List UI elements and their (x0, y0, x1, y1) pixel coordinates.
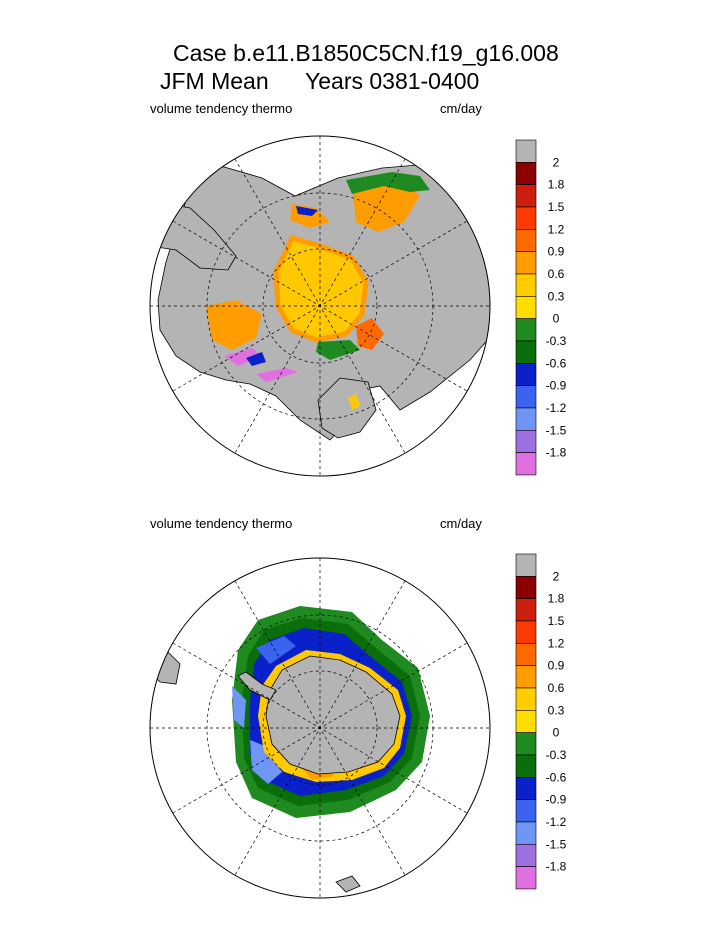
north-ice-margin-west (206, 300, 262, 350)
north-loss-blue-n (296, 206, 318, 216)
north-colorbar-tick-label: 2 (553, 155, 560, 169)
north-graticule (150, 136, 490, 476)
north-colorbar-band (515, 452, 537, 476)
north-colorbar-tick-label: -1.2 (546, 401, 567, 415)
south-colorbar-tick-label: 1.2 (548, 636, 565, 650)
south-colorbar-band (515, 687, 537, 711)
north-colorbar-band (515, 229, 537, 252)
south-colorbar-tick-label: 0 (553, 726, 560, 740)
south-loss-light-blue-sw (232, 686, 246, 728)
north-loss-green-s (316, 340, 360, 360)
south-map-border (149, 557, 491, 899)
south-colorbar-band (515, 732, 537, 756)
south-colorbar-band (515, 754, 537, 778)
south-colorbar-tick-label: -0.9 (546, 793, 567, 807)
south-colorbar-band (515, 598, 537, 622)
south-colorbar-tick-label: -1.5 (546, 837, 567, 851)
case-title: Case b.e11.B1850C5CN.f19_g16.008 (173, 40, 559, 66)
north-colorbar-band (515, 407, 537, 431)
south-colorbar-tick-label: 2 (553, 569, 560, 583)
south-polar-map (149, 557, 491, 899)
south-graticule (150, 558, 490, 898)
north-colorbar-band (515, 162, 537, 185)
north-colorbar-tick-label: -1.5 (546, 423, 567, 437)
north-colorbar-band (515, 318, 537, 342)
north-colorbar-band (515, 139, 537, 163)
north-loss-blue-sw (246, 352, 266, 366)
north-colorbar-band (515, 251, 537, 275)
north-ice-margin-south (356, 318, 384, 350)
south-variable-label: volume tendency thermo (150, 516, 293, 531)
north-colorbar-band (515, 340, 537, 364)
north-colorbar-tick-label: 0.3 (548, 289, 565, 303)
south-colorbar-band (515, 665, 537, 689)
north-polar-map (149, 135, 491, 477)
south-colorbar-tick-label: 0.9 (548, 659, 565, 673)
north-colorbar-tick-label: -0.9 (546, 379, 567, 393)
south-colorbar: 2 1.8 1.5 1.2 0.9 0.6 0.3 0 -0.3 -0.6 -0.9 -1.2 -1.5… (515, 553, 567, 890)
south-colorbar-band (515, 576, 537, 599)
north-colorbar-tick-label: -0.6 (546, 356, 567, 370)
north-colorbar-band (515, 206, 537, 230)
south-colorbar-tick-label: 1.8 (548, 592, 565, 606)
north-colorbar-tick-label: 0.6 (548, 267, 565, 281)
south-colorbar-tick-label: -0.3 (546, 748, 567, 762)
south-colorbar-band (515, 643, 537, 666)
north-colorbar-band (515, 362, 537, 386)
north-colorbar-band (515, 296, 537, 319)
north-colorbar-band (515, 273, 537, 297)
north-units-label: cm/day (440, 101, 482, 116)
years-title: Years 0381-0400 (305, 68, 480, 94)
south-loss-light-blue-nw (256, 636, 296, 664)
north-ice-core (273, 235, 369, 343)
south-colorbar-tick-label: -1.2 (546, 815, 567, 829)
south-loss-light-blue-w (250, 740, 282, 784)
south-colorbar-tick-label: 0.3 (548, 703, 565, 717)
south-colorbar-tick-label: 0.6 (548, 681, 565, 695)
south-colorbar-band (515, 821, 537, 845)
south-land-new-zealand (335, 875, 361, 893)
north-colorbar-band (515, 184, 537, 208)
south-colorbar-band (515, 620, 537, 644)
north-colorbar-tick-label: 0 (553, 312, 560, 326)
north-colorbar-tick-label: 1.8 (548, 178, 565, 192)
north-map-border (149, 135, 491, 477)
north-colorbar-band (515, 429, 537, 453)
season-title: JFM Mean (160, 68, 269, 94)
south-units-label: cm/day (440, 516, 482, 531)
north-colorbar: 2 1.8 1.5 1.2 0.9 0.6 0.3 0 -0.3 -0.6 -0.9 -1.2 -1.5… (515, 139, 567, 476)
south-colorbar-tick-label: -0.6 (546, 770, 567, 784)
north-colorbar-tick-label: -0.3 (546, 334, 567, 348)
south-colorbar-band (515, 843, 537, 867)
south-colorbar-band (515, 866, 537, 890)
south-colorbar-tick-label: -1.8 (546, 860, 567, 874)
south-colorbar-tick-label: 1.5 (548, 614, 565, 628)
south-colorbar-band (515, 776, 537, 800)
north-loss-violet-sw (256, 368, 298, 382)
north-colorbar-tick-label: 1.5 (548, 200, 565, 214)
north-colorbar-tick-label: 0.9 (548, 245, 565, 259)
north-colorbar-tick-label: -1.8 (546, 446, 567, 460)
north-loss-violet-w (224, 348, 262, 366)
south-colorbar-band (515, 710, 537, 733)
north-ice-margin-east (352, 178, 420, 232)
south-colorbar-band (515, 799, 537, 823)
north-land-scandinavia (317, 377, 377, 439)
north-ice-baltic (348, 394, 360, 410)
north-loss-green-ne (346, 172, 430, 194)
south-land-peninsula (237, 671, 277, 701)
south-land-antarctica (265, 655, 401, 775)
north-colorbar-tick-label: 1.2 (548, 222, 565, 236)
north-colorbar-band (515, 385, 537, 409)
north-variable-label: volume tendency thermo (150, 101, 293, 116)
south-colorbar-band (515, 553, 537, 577)
